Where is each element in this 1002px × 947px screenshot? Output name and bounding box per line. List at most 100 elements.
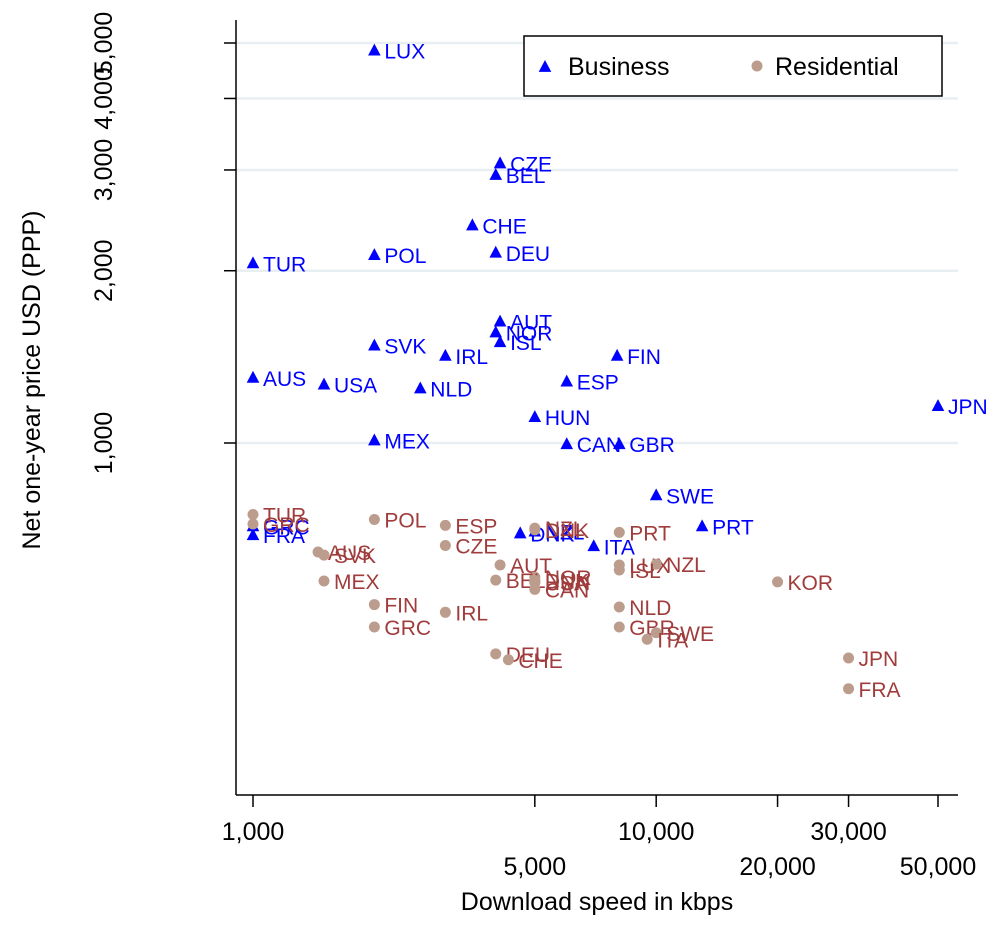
residential-marker — [318, 575, 330, 587]
point-label: DNK — [545, 520, 589, 543]
residential-marker — [439, 519, 451, 531]
point-label: PRT — [629, 522, 671, 545]
point-label: ESP — [455, 515, 497, 538]
point-label: LUX — [384, 41, 425, 64]
business-marker — [489, 245, 503, 258]
business-marker — [368, 338, 381, 351]
point-label: FIN — [384, 595, 418, 618]
x-tick-label: 5,000 — [504, 853, 567, 881]
point-label: MEX — [384, 431, 430, 454]
business-marker — [649, 488, 663, 501]
business-marker — [610, 348, 624, 361]
point-label: CZE — [455, 536, 497, 559]
residential-marker — [772, 576, 784, 588]
business-marker — [246, 256, 260, 269]
y-tick-label: 5,000 — [90, 12, 118, 75]
residential-marker — [490, 574, 502, 586]
business-marker — [513, 526, 527, 539]
residential-marker — [494, 559, 506, 571]
point-label: AUS — [263, 368, 306, 391]
residential-marker — [368, 514, 380, 526]
point-label: CAN — [577, 434, 621, 457]
point-label: USA — [334, 375, 377, 398]
point-label: POL — [384, 245, 426, 268]
point-label: ITA — [604, 536, 635, 559]
residential-marker — [439, 606, 451, 618]
business-marker — [368, 43, 381, 56]
point-label: JPN — [948, 396, 988, 419]
point-label: SVK — [384, 336, 426, 359]
point-label: ESP — [577, 372, 619, 395]
point-label: AUT — [510, 312, 552, 335]
point-label: FRA — [859, 679, 901, 702]
point-label: KOR — [788, 572, 834, 595]
point-label: GRC — [384, 617, 431, 640]
business-marker — [560, 374, 574, 387]
point-label: FIN — [627, 346, 661, 369]
residential-marker — [641, 633, 653, 645]
point-label: NOR — [545, 567, 592, 590]
residential-marker — [439, 540, 451, 552]
x-tick-label: 10,000 — [618, 818, 694, 846]
x-tick-label: 50,000 — [900, 853, 976, 881]
residential-marker — [318, 549, 330, 561]
point-label: TUR — [263, 253, 306, 276]
point-label: NOR — [506, 322, 553, 345]
point-label: SWE — [666, 623, 714, 646]
point-label: MEX — [334, 571, 380, 594]
business-marker — [466, 218, 479, 231]
residential-marker — [247, 508, 259, 520]
business-marker — [493, 314, 507, 327]
point-label: NZL — [666, 554, 706, 577]
point-label: ITA — [657, 629, 688, 652]
residential-marker — [843, 683, 855, 695]
residential-marker — [613, 621, 625, 633]
business-marker — [931, 399, 945, 412]
business-marker — [246, 370, 260, 383]
residential-marker — [529, 583, 541, 595]
point-label: CHE — [518, 650, 562, 673]
residential-marker — [490, 648, 502, 660]
point-label: DNK — [545, 571, 589, 594]
residential-marker — [751, 60, 763, 72]
point-label: USA — [545, 573, 588, 596]
legend: Business Residential — [523, 35, 943, 97]
point-label: IRL — [455, 602, 488, 625]
point-label: HUN — [545, 407, 591, 430]
point-label: NZL — [545, 518, 585, 541]
residential-marker — [368, 599, 380, 611]
point-label: DNK — [530, 523, 574, 546]
point-label: HUN — [545, 572, 591, 595]
business-marker — [560, 437, 574, 450]
business-marker — [368, 248, 381, 260]
legend-entry-business: Business — [568, 53, 669, 81]
business-marker — [439, 348, 452, 361]
business-marker — [246, 528, 260, 541]
point-label: ISL — [629, 560, 661, 583]
x-tick-label: 30,000 — [810, 818, 886, 846]
point-label: ISL — [510, 332, 542, 355]
point-label: GRC — [263, 516, 310, 539]
residential-marker — [843, 652, 855, 664]
point-label: IRL — [455, 346, 488, 369]
point-label: GRC — [263, 514, 310, 537]
business-marker — [695, 519, 709, 532]
point-label: SVK — [334, 545, 376, 568]
x-axis-ticks: 1,000 5,000 10,000 20,000 30,000 50,000 — [222, 795, 976, 881]
residential-marker — [613, 526, 625, 538]
point-label: AUS — [328, 542, 371, 565]
point-label: NZL — [545, 522, 585, 545]
residential-marker — [529, 524, 541, 536]
point-label: JPN — [859, 648, 899, 671]
business-marker — [587, 539, 601, 552]
point-label: AUT — [510, 555, 552, 578]
point-label: CZE — [510, 153, 552, 176]
business-marker — [414, 381, 427, 394]
residential-marker — [650, 627, 662, 639]
point-label: PRT — [712, 516, 754, 539]
residential-marker — [650, 558, 662, 570]
